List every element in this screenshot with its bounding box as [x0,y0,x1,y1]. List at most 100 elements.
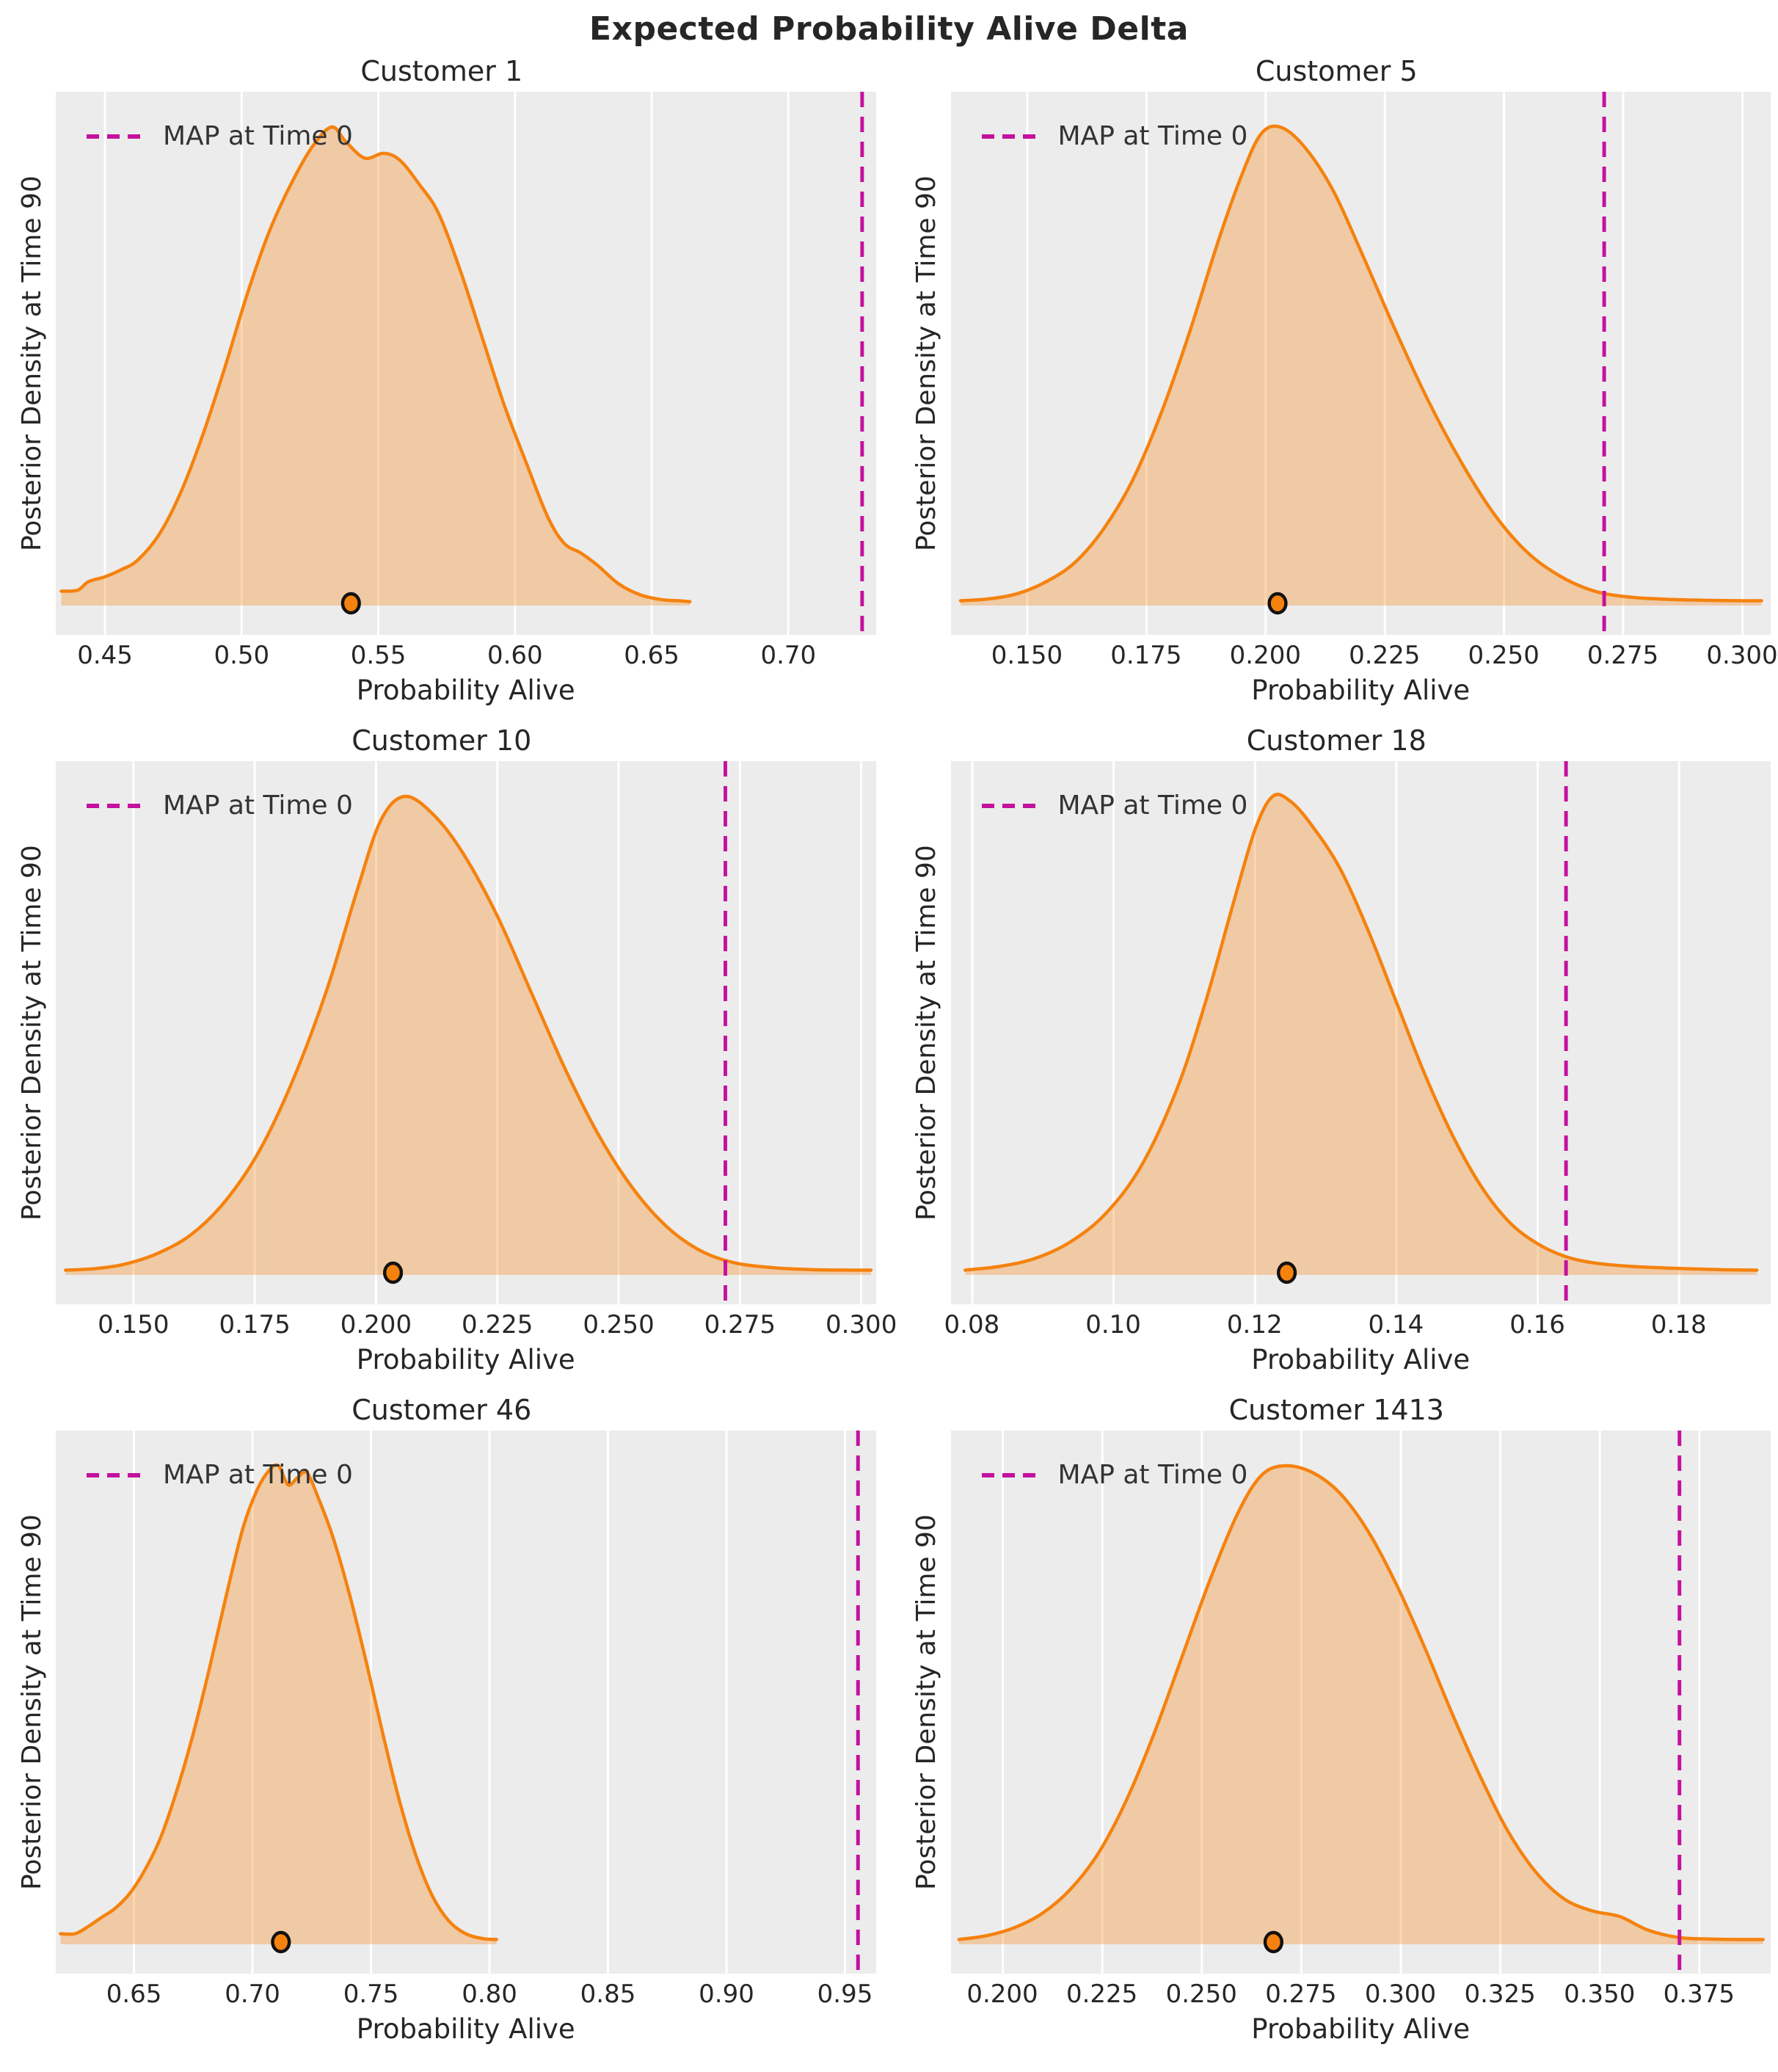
x-tick-label: 0.175 [1110,641,1182,670]
kde-curve [963,793,1758,1272]
x-tick-label: 0.10 [1085,1310,1141,1339]
point-estimate-dot [340,592,361,615]
y-axis-label: Posterior Density at Time 90 [911,175,941,551]
x-tick-label: 0.225 [1065,1980,1138,2009]
x-tick-label: 0.70 [225,1980,280,2009]
x-tick-label: 0.12 [1226,1310,1283,1339]
x-tick-label: 0.60 [487,641,543,670]
x-tick-label: 0.300 [825,1310,897,1339]
x-tick-label: 0.175 [219,1310,291,1339]
legend: MAP at Time 0 [87,790,353,821]
y-axis-label: Posterior Density at Time 90 [16,175,47,551]
x-tick-label: 0.70 [760,641,817,670]
kde-plot [56,761,876,1304]
x-tick-label: 0.150 [991,641,1063,670]
point-estimate-dot [1276,1261,1297,1284]
x-tick-label: 0.250 [583,1310,655,1339]
y-axis-label: Posterior Density at Time 90 [911,845,941,1221]
x-axis-ticks: 0.150 0.175 0.200 0.225 0.250 0.275 0.300 [951,635,1778,673]
subplot-customer-46: Customer 46 Posterior Density at Time 90… [7,1389,876,2051]
x-tick-label: 0.300 [1706,641,1778,670]
y-axis-label: Posterior Density at Time 90 [16,845,47,1221]
x-tick-label: 0.275 [1586,641,1659,670]
x-tick-label: 0.200 [966,1980,1038,2009]
point-estimate-dot [1263,1930,1283,1954]
point-estimate-dot [382,1261,404,1284]
x-axis-ticks: 0.150 0.175 0.200 0.225 0.250 0.275 0.300 [56,1304,897,1342]
x-tick-label: 0.08 [944,1310,1000,1339]
dashed-line-icon [87,803,142,808]
x-tick-label: 0.350 [1564,1980,1636,2009]
kde-curve [59,125,692,604]
x-axis-label: Probability Alive [1251,1344,1471,1375]
plot-area: MAP at Time 0 [950,761,1771,1304]
plot-area: MAP at Time 0 [950,1431,1771,1974]
x-tick-label: 0.275 [1265,1980,1337,2009]
dashed-line-icon [981,1472,1038,1477]
plot-area: MAP at Time 0 [56,1431,876,1974]
legend-label: MAP at Time 0 [1057,121,1248,151]
subplot-title: Customer 10 [351,724,532,757]
kde-fill-area [964,794,1757,1275]
subplot-customer-10: Customer 10 Posterior Density at Time 90… [7,720,897,1382]
x-tick-label: 0.65 [624,641,679,670]
x-tick-label: 0.275 [704,1310,776,1339]
x-tick-label: 0.250 [1468,641,1540,670]
x-tick-label: 0.200 [1229,641,1301,670]
plot-area: MAP at Time 0 [56,92,876,635]
kde-curve [957,1464,1765,1941]
legend: MAP at Time 0 [87,1460,353,1490]
dashed-line-icon [87,1472,142,1477]
figure-title: Expected Probability Alive Delta [589,10,1189,48]
point-estimate-dot [1267,592,1288,615]
kde-fill-area [65,796,871,1275]
x-tick-label: 0.16 [1509,1310,1565,1339]
x-tick-label: 0.250 [1165,1980,1237,2009]
x-axis-label: Probability Alive [356,1344,575,1375]
subplot-title: Customer 1413 [1228,1394,1444,1426]
subplot-customer-18: Customer 18 Posterior Density at Time 90… [903,720,1771,1382]
kde-plot [950,92,1771,635]
x-tick-label: 0.45 [77,641,133,670]
kde-fill-area [60,1464,497,1944]
kde-curve [59,1463,498,1941]
legend: MAP at Time 0 [981,1460,1248,1490]
dashed-line-icon [981,134,1038,139]
x-tick-label: 0.325 [1464,1980,1536,2009]
y-axis-label: Posterior Density at Time 90 [16,1514,47,1890]
kde-plot [56,92,876,635]
x-tick-label: 0.50 [214,641,270,670]
subplot-title: Customer 1 [360,55,523,87]
dashed-line-icon [981,803,1038,808]
subplot-grid: Customer 1 Posterior Density at Time 90 … [7,51,1778,2051]
x-tick-label: 0.80 [462,1980,517,2009]
x-axis-label: Probability Alive [1251,2013,1471,2045]
legend: MAP at Time 0 [981,790,1248,821]
point-estimate-dot [271,1930,291,1954]
x-tick-label: 0.55 [350,641,407,670]
subplot-title: Customer 18 [1246,724,1427,757]
legend-label: MAP at Time 0 [1057,1460,1248,1490]
plot-area: MAP at Time 0 [950,92,1771,635]
kde-plot [950,761,1771,1304]
x-axis-ticks: 0.08 0.10 0.12 0.14 0.16 0.18 [944,1304,1771,1342]
kde-fill-area [960,126,1762,606]
legend-label: MAP at Time 0 [1057,790,1248,821]
x-tick-label: 0.90 [699,1980,754,2009]
x-axis-label: Probability Alive [356,2013,575,2045]
x-tick-label: 0.150 [98,1310,170,1339]
subplot-title: Customer 5 [1255,55,1418,87]
subplot-customer-1: Customer 1 Posterior Density at Time 90 … [7,51,876,713]
legend-label: MAP at Time 0 [163,790,353,821]
x-tick-label: 0.65 [106,1980,162,2009]
kde-plot [950,1431,1771,1974]
x-tick-label: 0.225 [462,1310,533,1339]
x-axis-label: Probability Alive [356,675,575,706]
x-tick-label: 0.300 [1364,1980,1437,2009]
x-tick-label: 0.200 [340,1310,412,1339]
x-tick-label: 0.18 [1650,1310,1707,1339]
subplot-customer-1413: Customer 1413 Posterior Density at Time … [903,1389,1771,2051]
dashed-line-icon [87,134,142,139]
plot-area: MAP at Time 0 [56,761,876,1304]
x-tick-label: 0.14 [1368,1310,1424,1339]
